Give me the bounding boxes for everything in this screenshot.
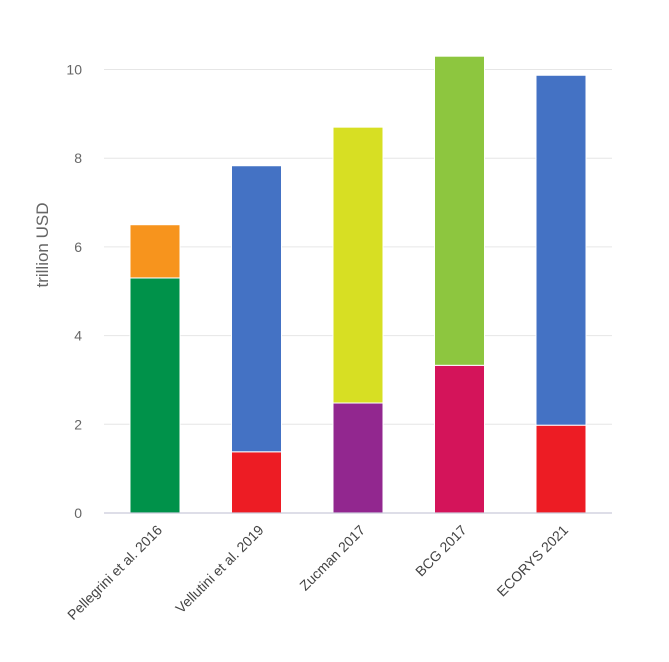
x-tick-label: Vellutini et al. 2019 [172,522,267,617]
bar-segment [535,424,587,514]
bar-segment [129,224,181,279]
bar-segment [231,165,282,453]
y-tick-label: 2 [74,416,82,432]
y-tick-label: 8 [74,150,82,166]
bar-segment [129,277,181,514]
y-tick-label: 4 [74,328,82,344]
x-tick-label: Zucman 2017 [296,522,368,594]
y-tick-label: 10 [66,62,82,78]
x-tick-label: ECORYS 2021 [493,522,571,600]
bar-segment [434,55,485,366]
bar-segment [231,451,282,514]
bar-segment [332,402,384,514]
x-tick-label: BCG 2017 [412,522,470,580]
y-tick-label: 0 [74,505,82,521]
bars [129,55,587,514]
y-tick-label: 6 [74,239,82,255]
bar-segment [535,74,587,426]
x-tick-label: Pellegrini et al. 2016 [64,522,165,623]
bar-segment [434,364,485,514]
bar-segment [332,126,384,404]
y-axis-label: trillion USD [33,202,52,287]
